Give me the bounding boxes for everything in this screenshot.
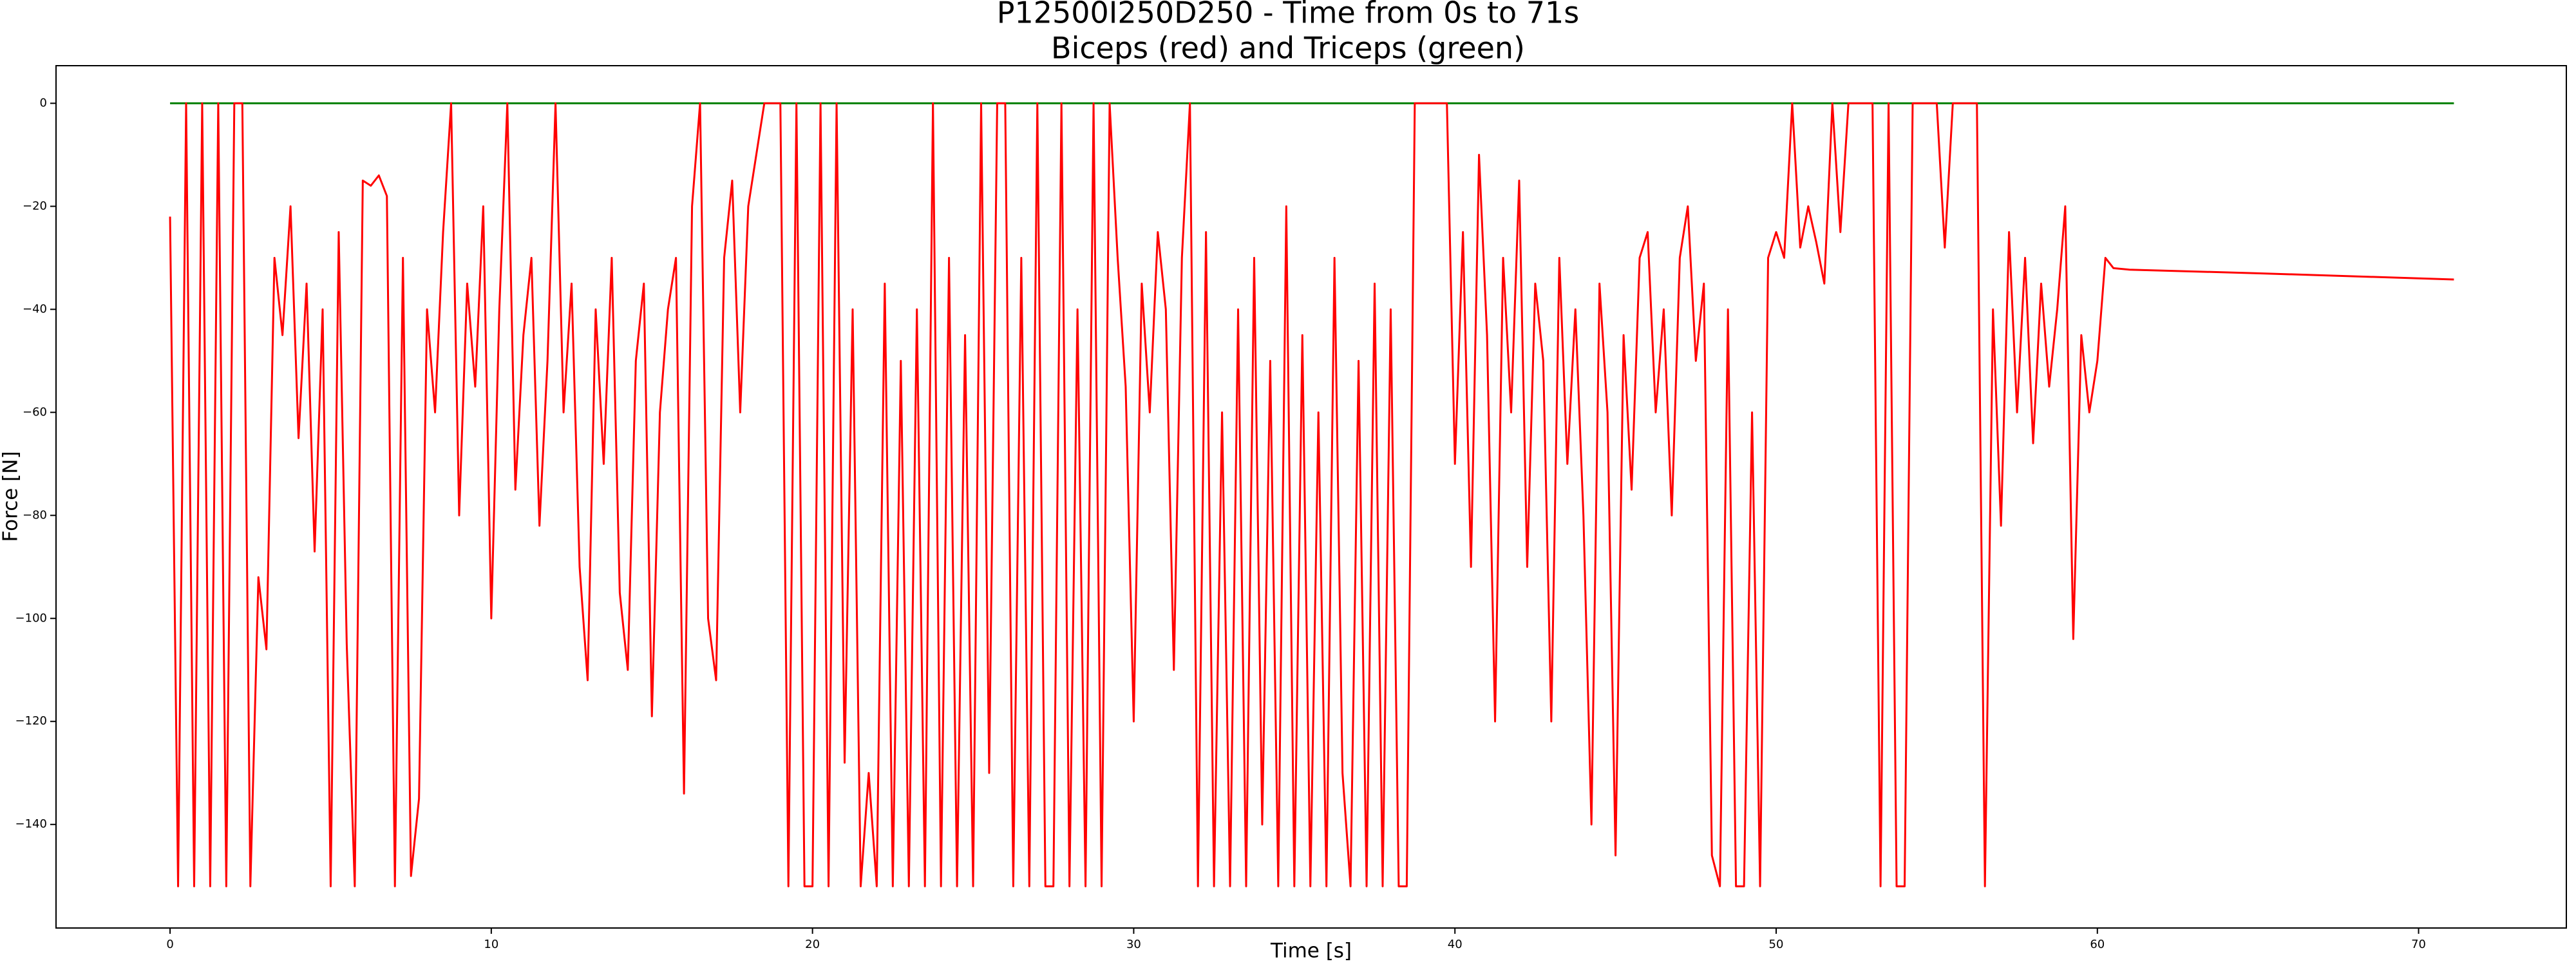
x-tick-label: 60: [2090, 938, 2105, 951]
y-tick-label: −120: [15, 714, 47, 728]
chart-subtitle: Biceps (red) and Triceps (green): [1051, 31, 1525, 66]
x-tick-label: 30: [1126, 938, 1141, 951]
plot-frame: [55, 65, 2567, 929]
x-tick-label: 10: [484, 938, 498, 951]
x-tick-label: 70: [2411, 938, 2426, 951]
y-axis-label: Force [N]: [0, 451, 23, 542]
y-tick-label: −100: [15, 611, 47, 625]
x-tick-label: 40: [1448, 938, 1463, 951]
x-tick-label: 0: [166, 938, 173, 951]
chart-title: P12500I250D250 - Time from 0s to 71s: [997, 0, 1580, 30]
x-tick-label: 20: [805, 938, 820, 951]
x-tick-label: 50: [1769, 938, 1784, 951]
y-tick-label: −20: [23, 199, 47, 213]
data-line: [169, 102, 2454, 887]
y-tick-label: −80: [23, 508, 47, 522]
y-tick-label: 0: [40, 96, 47, 109]
y-tick-label: −40: [23, 302, 47, 316]
y-tick-label: −60: [23, 405, 47, 419]
x-axis-label: Time [s]: [1270, 940, 1352, 963]
y-tick-label: −140: [15, 817, 47, 831]
